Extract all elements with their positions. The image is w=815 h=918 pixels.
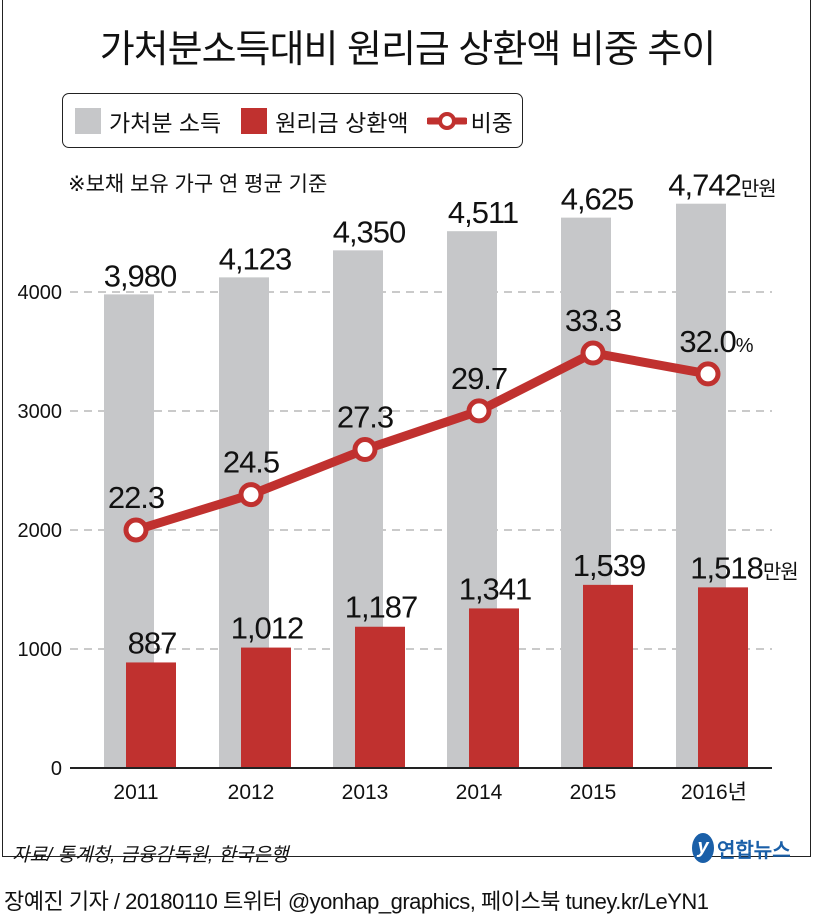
income-label: 4,123 <box>219 241 292 276</box>
repayment-bar <box>126 662 176 768</box>
x-tick-label: 2016년 <box>681 781 747 804</box>
y-tick-label: 0 <box>51 758 62 780</box>
x-tick-label: 2015 <box>570 781 617 804</box>
legend-label: 가처분 소득 <box>109 109 222 136</box>
x-tick-label: 2013 <box>342 781 389 804</box>
legend-item-income: 가처분 소득 <box>63 104 221 138</box>
ratio-point <box>580 340 606 366</box>
repayment-label: 1,539 <box>573 548 646 583</box>
x-tick-label: 2011 <box>113 781 158 804</box>
frame <box>2 0 811 857</box>
note: ※보채 보유 가구 연 평균 기준 <box>68 173 328 196</box>
ratio-point <box>695 361 721 387</box>
repayment-bar <box>355 626 405 768</box>
credit: 장예진 기자 / 20180110 트위터 @yonhap_graphics, … <box>4 889 709 914</box>
legend-item-repayment: 원리금 상환액 <box>229 104 409 138</box>
ratio-line <box>134 348 709 535</box>
chart-title: 가처분소득대비 원리금 상환액 비중 추이 <box>99 29 717 71</box>
income-label: 4,511 <box>448 195 518 230</box>
ratio-point <box>238 482 264 508</box>
ratio-point <box>352 437 378 463</box>
y-tick-label: 1000 <box>18 639 63 661</box>
legend-label: 비중 <box>470 109 513 136</box>
y-tick-label: 2000 <box>18 520 63 542</box>
ratio-label: 27.3 <box>337 400 393 435</box>
legend-label: 원리금 상환액 <box>275 109 409 136</box>
repayment-bar <box>469 608 519 768</box>
source: 자료/ 통계청, 금융감독원, 한국은행 <box>12 845 289 866</box>
logo-icon: y <box>692 833 714 863</box>
yonhap-logo: y 연합뉴스 <box>692 833 791 863</box>
ratio-label: 22.3 <box>108 480 164 515</box>
repayment-label: 887 <box>128 625 177 660</box>
repayment-bar <box>241 647 291 768</box>
income-label: 3,980 <box>104 258 177 293</box>
income-label: 4,742만원 <box>668 168 775 203</box>
ratio-label: 29.7 <box>451 361 507 396</box>
repayment-label: 1,518만원 <box>690 550 797 585</box>
y-tick-label: 3000 <box>18 401 63 423</box>
repayment-label: 1,341 <box>459 571 532 606</box>
x-tick-label: 2012 <box>228 781 275 804</box>
ratio-label: 33.3 <box>565 303 621 338</box>
logo-text: 연합뉴스 <box>717 839 791 862</box>
repayment-bar <box>583 584 633 768</box>
legend: 가처분 소득 원리금 상환액 비중 <box>62 93 523 148</box>
legend-swatch-red <box>241 107 268 134</box>
y-tick-label: 4000 <box>18 282 63 304</box>
legend-item-ratio: 비중 <box>426 104 513 138</box>
line-marker-icon <box>426 111 467 130</box>
ratio-label: 24.5 <box>223 445 279 480</box>
repayment-label: 1,012 <box>231 611 304 646</box>
ratio-point <box>123 517 149 543</box>
ratio-label: 32.0% <box>679 324 753 359</box>
income-label: 4,625 <box>561 182 634 217</box>
income-label: 4,350 <box>333 214 406 249</box>
repayment-bar <box>698 587 748 768</box>
legend-swatch-gray <box>75 107 101 134</box>
x-tick-label: 2014 <box>456 781 503 804</box>
repayment-label: 1,187 <box>345 590 418 625</box>
chart: 0 1000 2000 3000 4000 3,980 887 2011 4,123 1,012 2… <box>18 168 799 804</box>
ratio-point <box>466 398 492 424</box>
